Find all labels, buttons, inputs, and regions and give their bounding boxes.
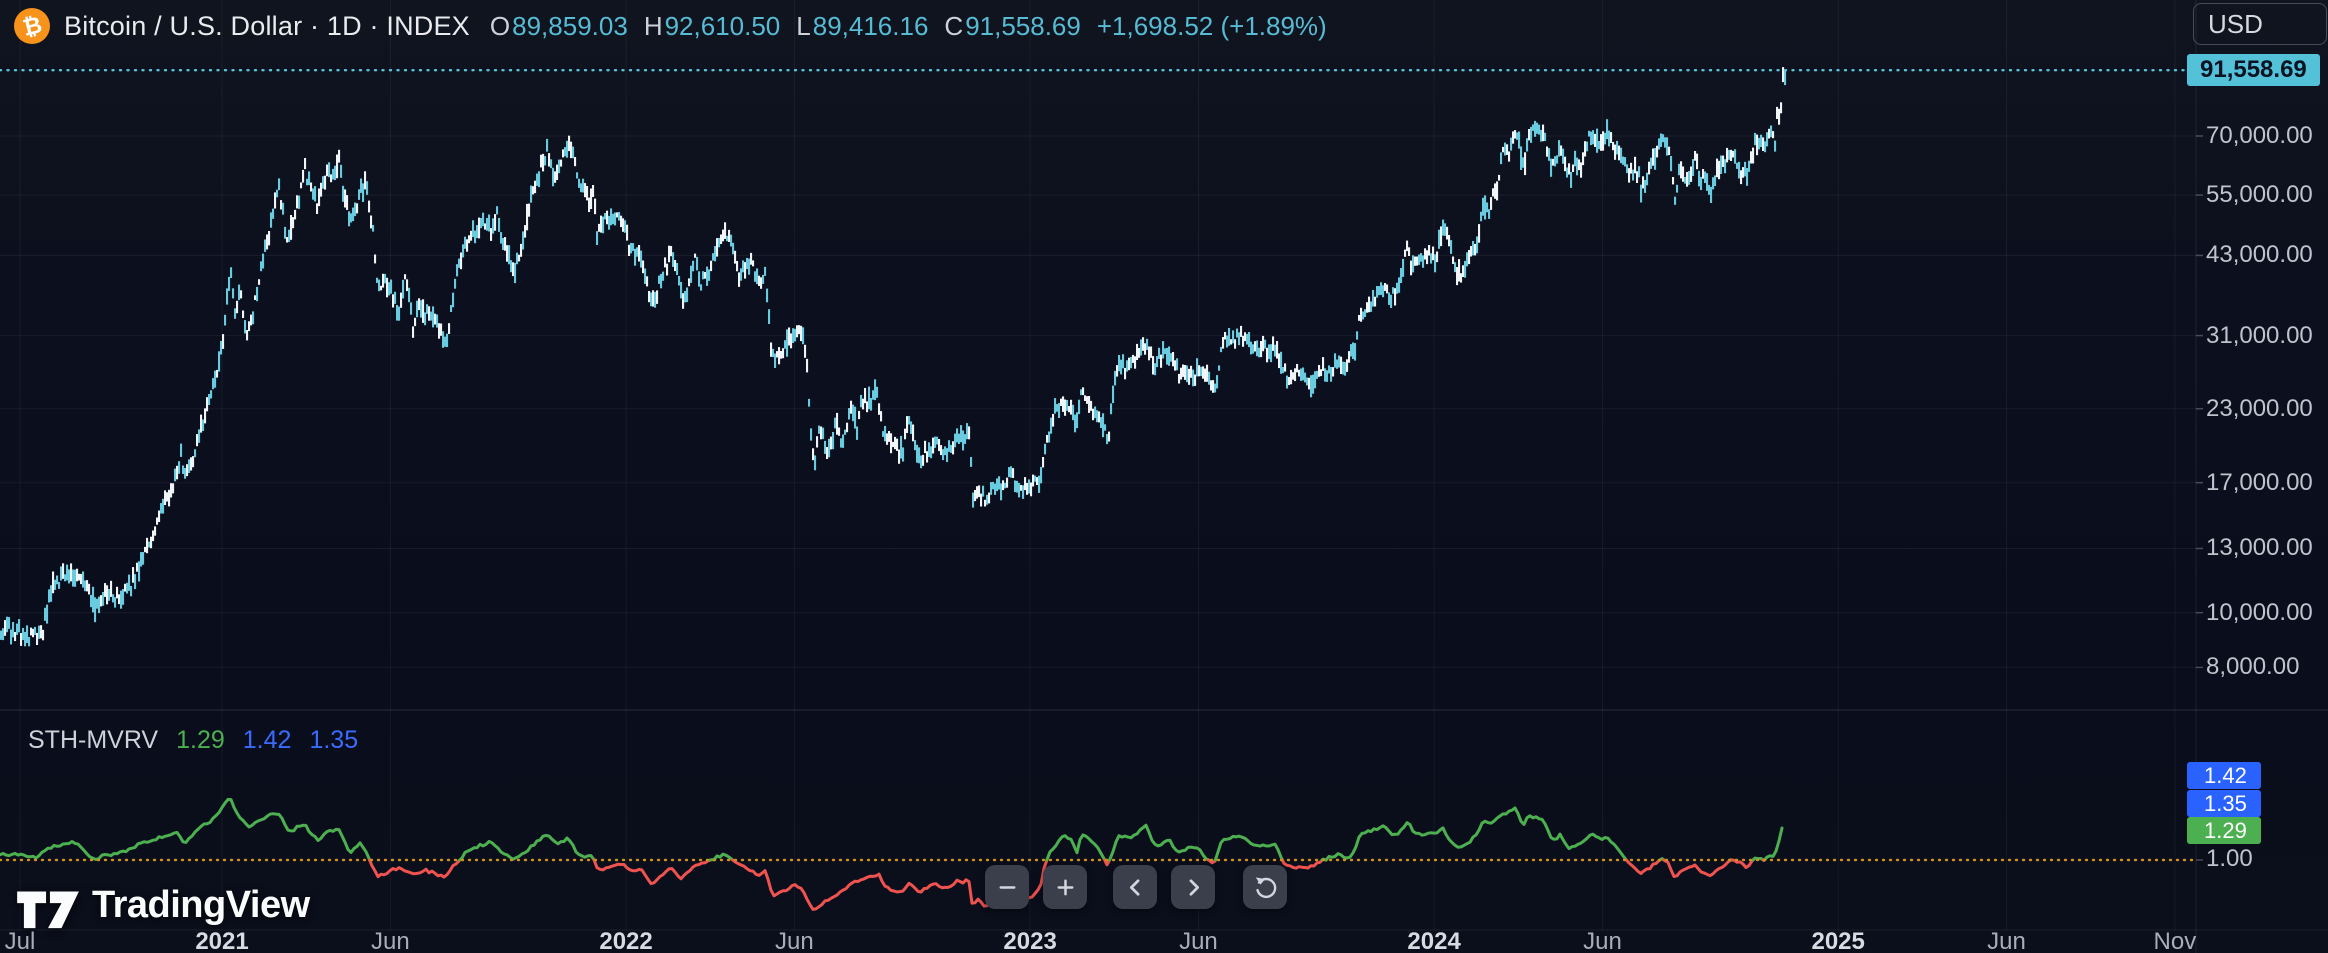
ohlc-l-value: L 89,416.16: [796, 11, 928, 42]
reset-chart-button[interactable]: [1243, 865, 1287, 909]
indicator-axis-label: 1.35: [2187, 789, 2261, 817]
reset-icon: [1252, 874, 1279, 901]
tradingview-logo-icon: [17, 891, 79, 929]
time-axis-label: Jun: [1179, 928, 1218, 953]
indicator-value: 1.35: [309, 726, 359, 754]
currency-selector-button[interactable]: USD: [2193, 3, 2327, 45]
ohlc-values: O 89,859.03 H 92,610.50 L 89,416.16 C 91,558.69: [490, 11, 1081, 42]
price-change: +1,698.52 (+1.89%): [1096, 10, 1327, 41]
candlestick-series: [0, 67, 1787, 647]
mvrv-line-series: [0, 797, 1784, 911]
ohlc-letter: L: [796, 10, 811, 41]
ohlc-h-value: H 92,610.50: [644, 11, 780, 42]
ohlc-letter: C: [944, 10, 964, 41]
price-axis-label: 13,000.00: [2206, 534, 2313, 562]
ohlc-letter: H: [643, 10, 663, 41]
ohlc-number: 89,416.16: [812, 10, 929, 41]
time-axis-label: 2025: [1811, 928, 1865, 953]
indicator-name: STH-MVRV: [28, 726, 159, 754]
time-axis-label: Jun: [1583, 928, 1622, 953]
indicator-baseline-label: 1.00: [2206, 845, 2253, 872]
time-axis-label: Nov: [2153, 928, 2197, 953]
price-axis-label: 23,000.00: [2206, 394, 2313, 422]
indicator-axis-label: 1.29: [2187, 816, 2261, 844]
bitcoin-icon: ₿: [14, 8, 50, 44]
price-axis-label: 70,000.00: [2206, 122, 2313, 149]
plus-icon: [1052, 874, 1079, 901]
time-axis-label: 2023: [1003, 928, 1057, 953]
ohlc-letter: O: [489, 10, 511, 41]
indicator-value: 1.42: [242, 726, 292, 754]
ohlc-c-value: C 91,558.69: [944, 11, 1080, 42]
ohlc-o-value: O 89,859.03: [490, 11, 628, 42]
indicator-value: 1.29: [176, 726, 225, 754]
time-axis-label: Jul: [4, 928, 36, 953]
indicator-axis-label: 1.42: [2187, 762, 2261, 789]
zoom-in-button[interactable]: [1043, 865, 1087, 909]
price-axis-label: 8,000.00: [2206, 653, 2300, 681]
ohlc-number: 89,859.03: [512, 10, 628, 41]
time-axis-label: Jun: [371, 928, 410, 953]
tradingview-logo-text: TradingView: [92, 883, 310, 926]
price-axis-label: 10,000.00: [2206, 598, 2313, 626]
zoom-out-button[interactable]: [985, 865, 1029, 909]
price-axis-label: 55,000.00: [2206, 181, 2313, 209]
chevron-right-icon: [1180, 874, 1207, 901]
pan-left-button[interactable]: [1113, 865, 1157, 909]
symbol-title[interactable]: Bitcoin / U.S. Dollar · 1D · INDEX: [64, 10, 470, 41]
price-axis-label: 17,000.00: [2206, 468, 2313, 496]
time-axis-label: Jun: [1987, 928, 2026, 953]
time-axis-label: Jun: [775, 928, 814, 953]
minus-icon: [994, 874, 1021, 901]
ohlc-number: 92,610.50: [664, 10, 781, 41]
gridlines: [0, 0, 2203, 930]
symbol-header: ₿ Bitcoin / U.S. Dollar · 1D · INDEX O 89…: [14, 6, 1327, 46]
tradingview-logo[interactable]: TradingView: [16, 878, 310, 932]
price-axis-label: 31,000.00: [2206, 321, 2313, 349]
indicator-legend-values: 1.29 1.42 1.35: [176, 726, 358, 755]
time-axis-label: 2021: [195, 928, 249, 953]
chevron-left-icon: [1122, 874, 1149, 901]
price-axis-label: 43,000.00: [2206, 241, 2313, 269]
ohlc-number: 91,558.69: [965, 10, 1081, 41]
pan-right-button[interactable]: [1171, 865, 1215, 909]
time-axis-label: 2022: [599, 928, 653, 953]
time-axis-label: 2024: [1407, 928, 1461, 953]
indicator-legend[interactable]: STH-MVRV 1.29 1.42 1.35: [28, 726, 358, 755]
last-price-label: 91,558.69: [2187, 54, 2320, 86]
